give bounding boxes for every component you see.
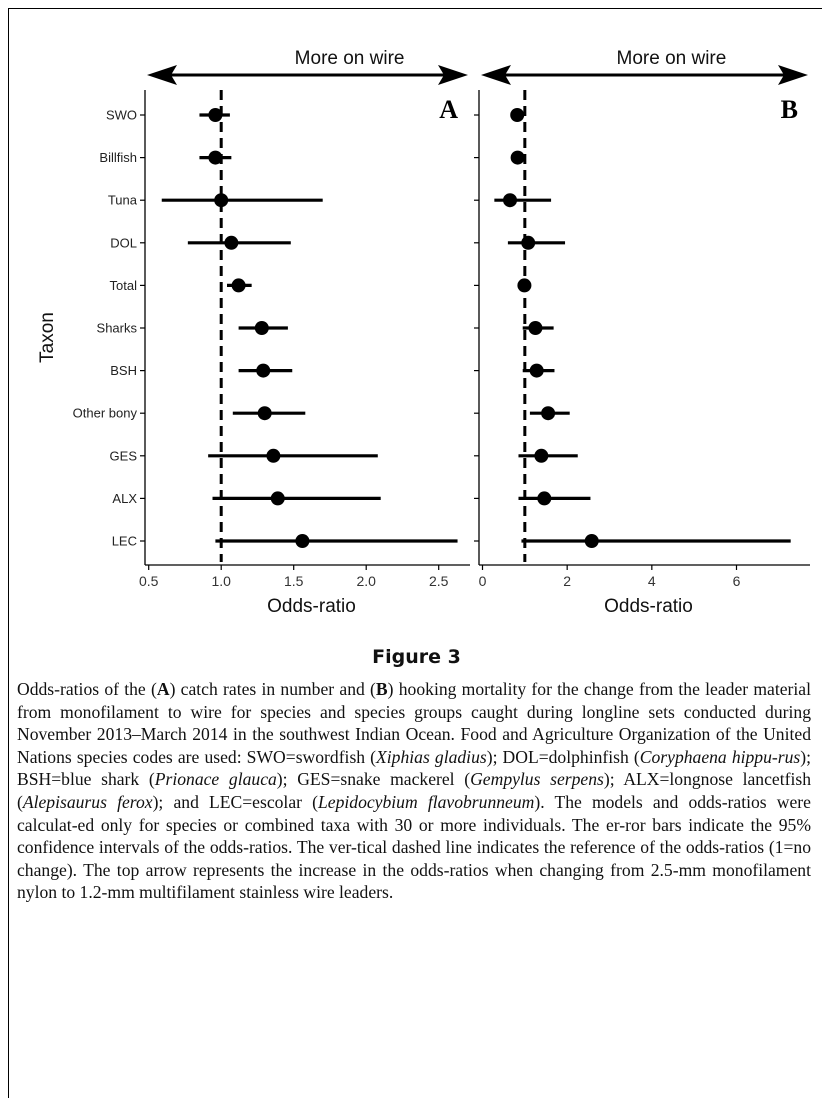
panel-label: B (781, 95, 798, 124)
estimate-point (254, 321, 269, 335)
caption-text: ); BSH=blue shark ( (17, 746, 811, 790)
estimate-point (541, 406, 556, 421)
panel-ref: B (375, 679, 388, 699)
arrow-head-right-icon (438, 65, 468, 85)
figure-caption: Odds-ratios of the (A) catch rates in nu… (17, 678, 811, 904)
x-tick-label: 1.5 (284, 573, 304, 589)
caption-text: ); ALX=longnose lancetfish ( (17, 769, 811, 812)
panel-label: A (439, 95, 458, 124)
species-name: Alepisaurus ferox (22, 791, 153, 812)
y-tick-label: BSH (110, 363, 137, 378)
estimate-point (266, 448, 281, 463)
y-tick-label: Sharks (97, 321, 138, 336)
estimate-point (529, 363, 544, 378)
estimate-point (256, 363, 271, 378)
y-tick-label: GES (110, 448, 138, 463)
x-tick-label: 0 (479, 573, 487, 589)
y-tick-label: ALX (112, 491, 137, 506)
odds-ratio-chart: More on wire A 0.5 1.0 1.5 2.0 2.5 Odds-ratio SW… (37, 48, 810, 617)
arrow-head-left-icon (147, 65, 177, 85)
y-tick-label: Billfish (99, 150, 137, 165)
x-tick-label: 0.5 (139, 573, 159, 589)
caption-text: Odds-ratios of the ( (17, 679, 157, 699)
x-axis-label: Odds-ratio (267, 596, 356, 617)
species-name: Prionace glauca (154, 769, 277, 790)
x-tick-label: 4 (648, 573, 656, 589)
estimate-point (270, 491, 285, 506)
estimate-point (521, 235, 536, 250)
y-tick-label: LEC (112, 534, 137, 549)
arrow-head-right-icon (778, 65, 808, 85)
estimate-point (214, 193, 229, 208)
estimate-point (510, 108, 525, 122)
x-tick-label: 2 (563, 573, 571, 589)
estimate-point (231, 278, 246, 293)
estimate-point (208, 108, 223, 122)
arrow-head-left-icon (481, 65, 511, 85)
figure-title: Figure 3 (372, 646, 461, 668)
caption-text: ) catch rates in number and ( (169, 679, 376, 699)
figure-frame (8, 8, 822, 1098)
top-arrow-label: More on wire (295, 48, 405, 69)
estimate-point (537, 491, 552, 506)
y-tick-label: Total (110, 278, 138, 293)
estimate-point (534, 448, 549, 463)
x-tick-label: 2.5 (429, 573, 449, 589)
estimate-point (584, 534, 599, 548)
x-tick-label: 1.0 (211, 573, 231, 589)
panel-ref: A (156, 679, 170, 699)
estimate-point (503, 193, 518, 208)
y-tick-label: SWO (106, 108, 137, 123)
caption-text: ). The models and odds-ratios were calcu… (17, 791, 811, 903)
x-tick-label: 2.0 (356, 573, 376, 589)
species-name: Coryphaena hippu-rus (639, 746, 801, 767)
x-axis-label: Odds-ratio (604, 596, 693, 617)
caption-text: ); DOL=dolphinfish ( (486, 746, 640, 767)
species-name: Lepidocybium flavobrunneum (318, 791, 535, 812)
y-tick-label: DOL (110, 235, 137, 250)
y-tick-label: Other bony (73, 406, 138, 421)
estimate-point (224, 235, 239, 250)
species-name: Xiphias gladius (376, 746, 487, 767)
species-name: Gempylus serpens (470, 769, 604, 790)
y-axis-label: Taxon (37, 312, 58, 363)
x-tick-label: 6 (733, 573, 741, 589)
caption-text: ); and LEC=escolar ( (152, 791, 318, 812)
estimate-point (295, 534, 310, 548)
top-arrow-label: More on wire (617, 48, 727, 69)
y-tick-label: Tuna (108, 193, 138, 208)
estimate-point (208, 150, 223, 165)
estimate-point (257, 406, 272, 421)
estimate-point (517, 278, 532, 293)
caption-text: ); GES=snake mackerel ( (276, 769, 471, 790)
estimate-point (528, 321, 543, 335)
caption-text: ) hooking mortality for the change from … (17, 679, 812, 767)
estimate-point (510, 150, 525, 165)
